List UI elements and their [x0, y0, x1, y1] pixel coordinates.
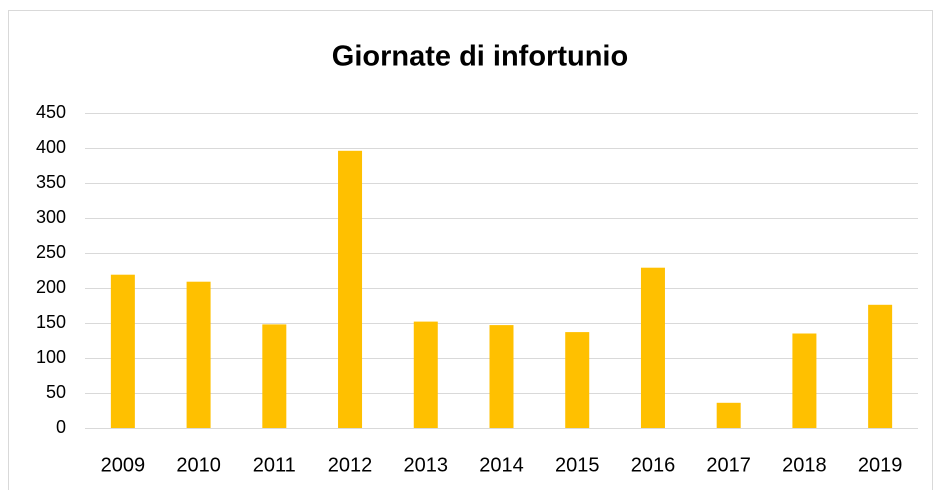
y-tick-label: 100 — [36, 347, 66, 367]
x-tick-label: 2013 — [404, 454, 449, 476]
bar — [792, 333, 817, 428]
y-tick-label: 0 — [56, 417, 66, 437]
y-tick-label: 300 — [36, 207, 66, 227]
x-tick-label: 2014 — [479, 454, 524, 476]
y-tick-label: 50 — [46, 382, 66, 402]
bar — [186, 281, 211, 428]
y-tick-label: 250 — [36, 242, 66, 262]
x-tick-label: 2010 — [176, 454, 221, 476]
x-tick-label: 2016 — [631, 454, 676, 476]
y-tick-label: 400 — [36, 137, 66, 157]
bar — [716, 402, 741, 428]
x-tick-label: 2009 — [101, 454, 146, 476]
y-tick-label: 450 — [36, 102, 66, 122]
x-tick-label: 2015 — [555, 454, 600, 476]
y-tick-label: 150 — [36, 312, 66, 332]
chart-title: Giornate di infortunio — [332, 41, 628, 73]
bar — [489, 325, 514, 428]
bar — [868, 304, 893, 428]
bar — [413, 321, 438, 428]
y-tick-label: 200 — [36, 277, 66, 297]
bar — [338, 150, 363, 429]
bar — [640, 267, 665, 428]
bar — [262, 324, 287, 428]
x-tick-label: 2017 — [706, 454, 751, 476]
x-tick-label: 2012 — [328, 454, 373, 476]
y-tick-label: 350 — [36, 172, 66, 192]
x-tick-label: 2018 — [782, 454, 827, 476]
x-tick-label: 2019 — [858, 454, 903, 476]
bar — [110, 274, 135, 428]
chart-border — [8, 10, 933, 490]
bar — [565, 332, 590, 428]
x-tick-label: 2011 — [253, 454, 296, 476]
